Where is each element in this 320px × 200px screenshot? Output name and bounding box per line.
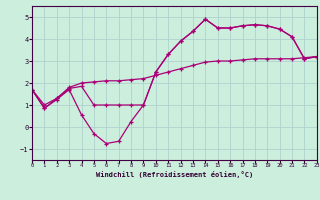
X-axis label: Windchill (Refroidissement éolien,°C): Windchill (Refroidissement éolien,°C) [96,171,253,178]
